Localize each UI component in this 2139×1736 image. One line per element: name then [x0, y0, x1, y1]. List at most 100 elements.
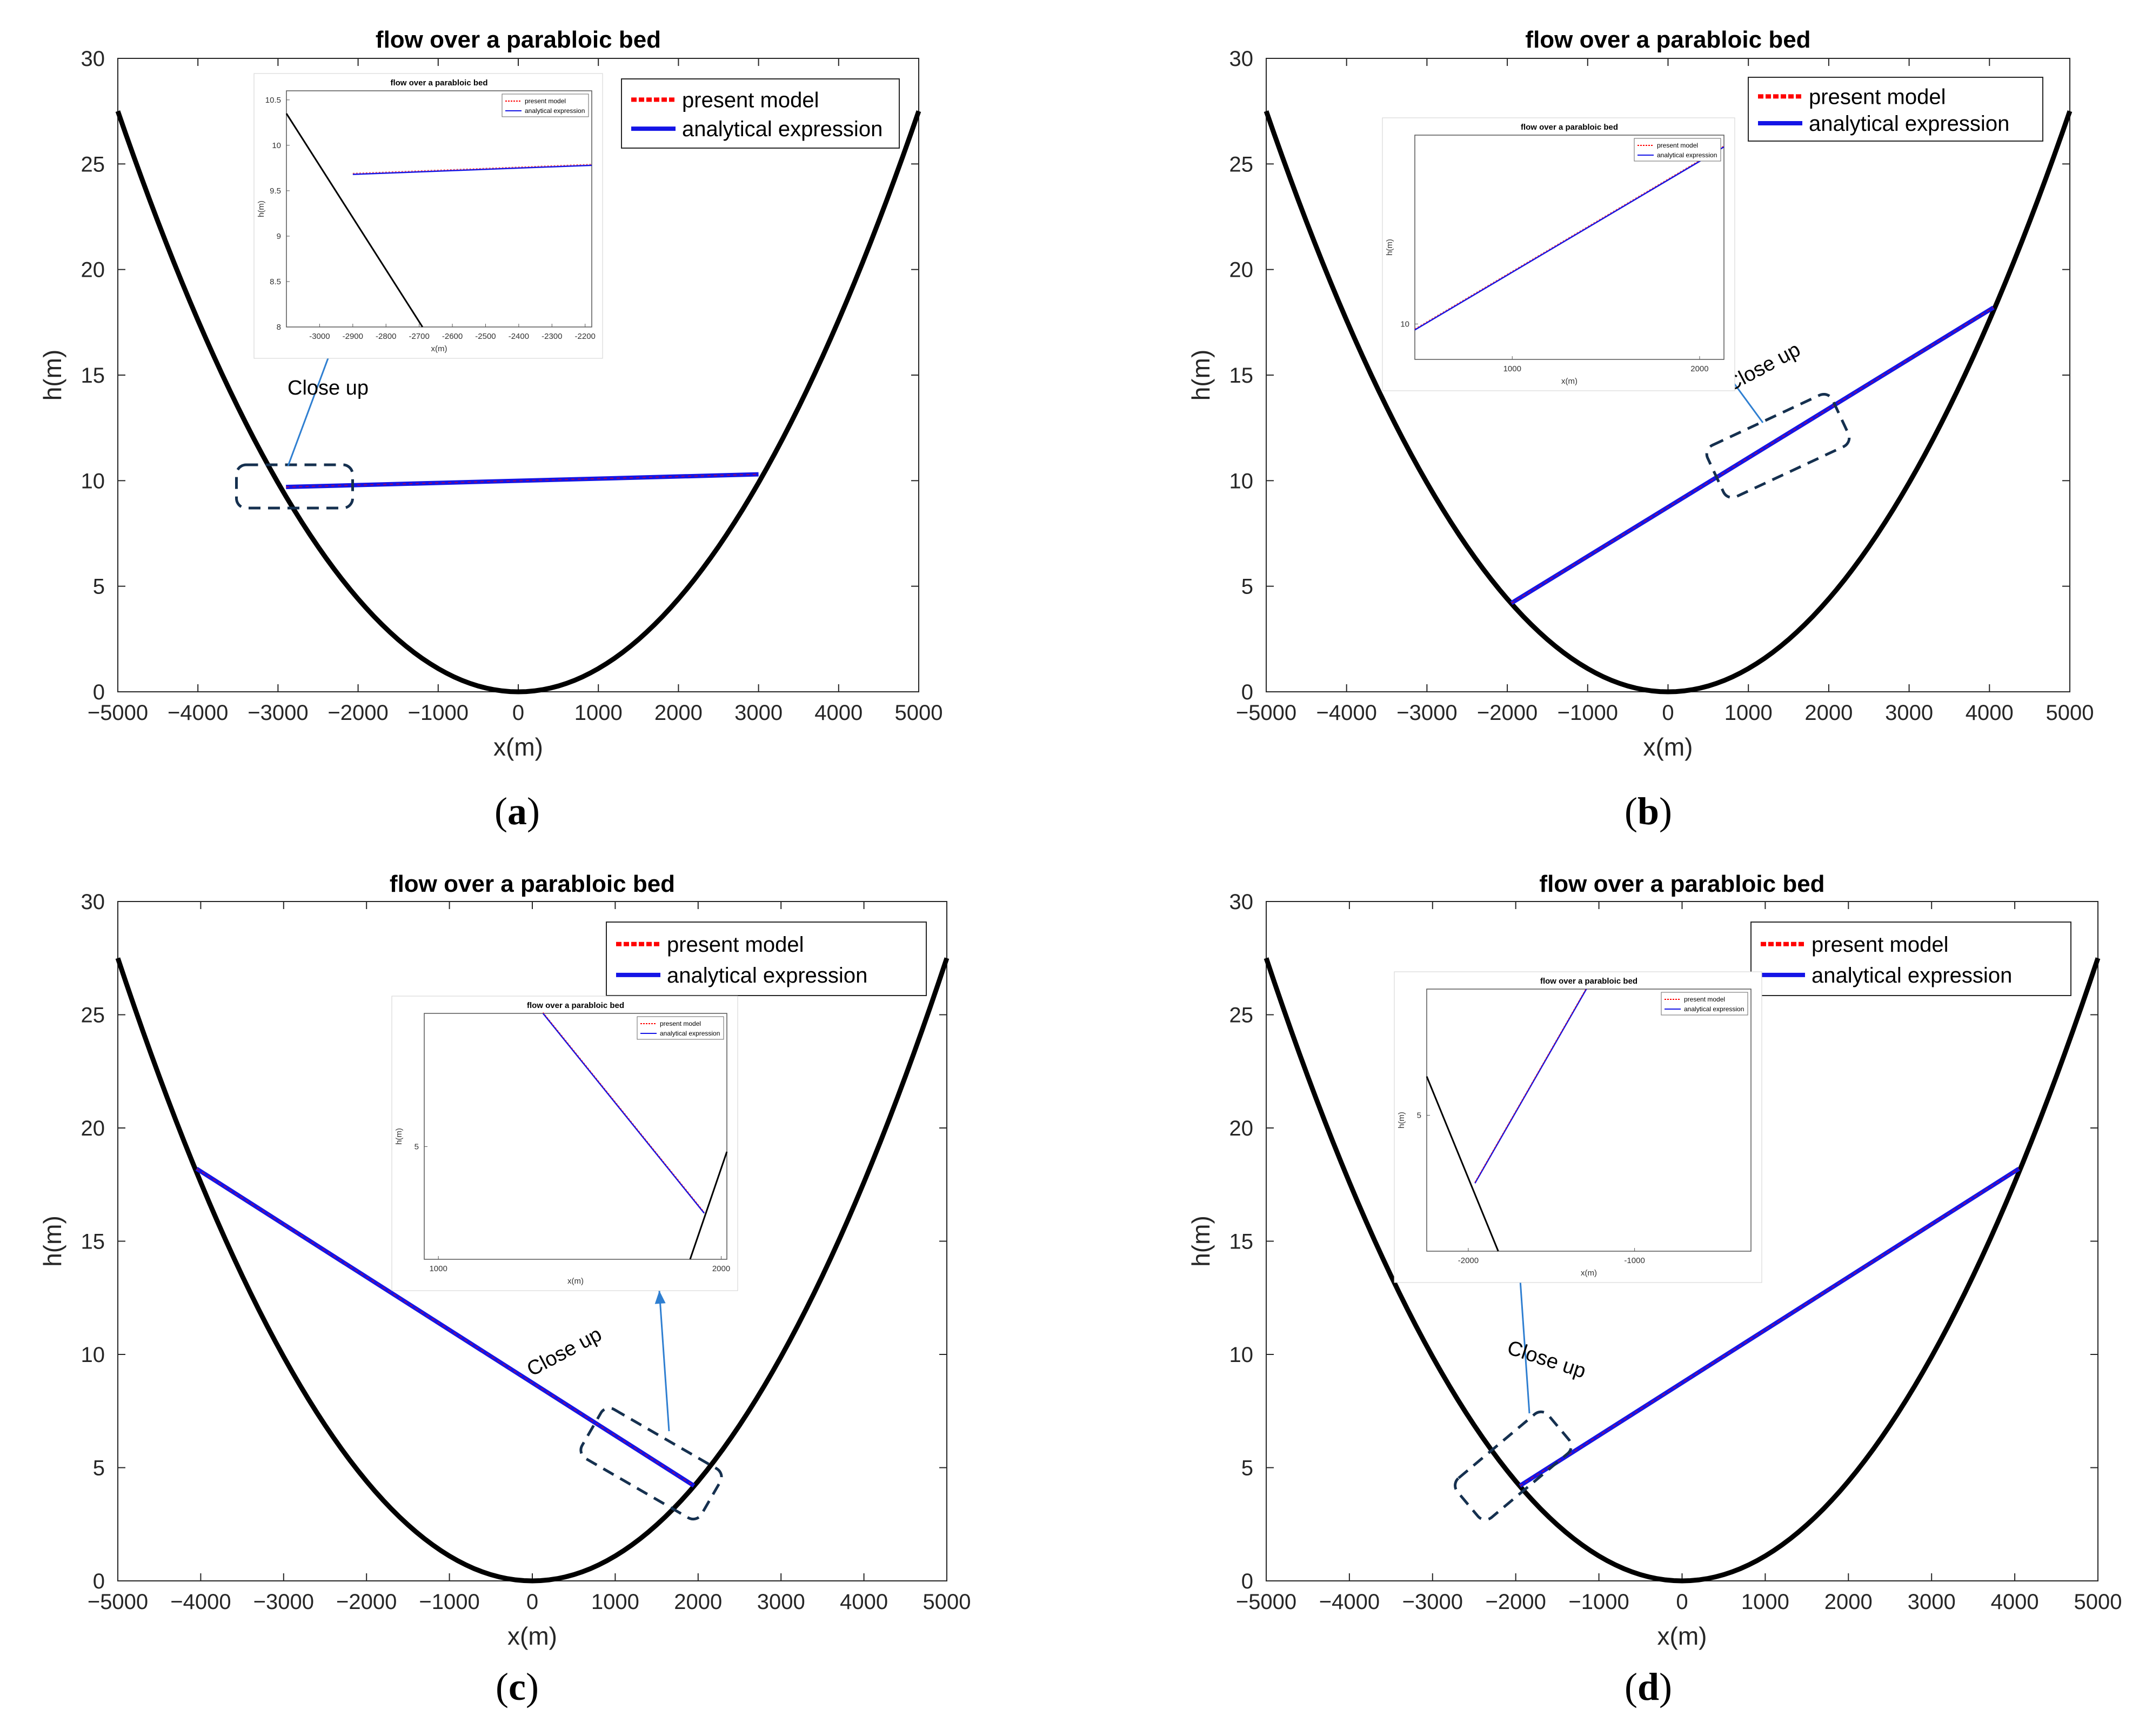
- y-tick-label: 15: [81, 364, 105, 388]
- inset-title: flow over a parabloic bed: [1540, 977, 1637, 986]
- inset-plot: flow over a parabloic bed 1000 2000 5 x(m) h(…: [391, 996, 738, 1291]
- x-tick-label: −3000: [1402, 1590, 1463, 1614]
- y-tick-label: 10: [81, 469, 105, 493]
- inset-y-tick-label: 10.5: [265, 96, 281, 105]
- y-axis-label: h(m): [1187, 350, 1215, 401]
- inset-plot: flow over a parabloic bed 1000 2000 10 x(m) h…: [1382, 117, 1735, 391]
- y-tick-label: 10: [1229, 469, 1254, 493]
- y-tick-label: 25: [1229, 1004, 1254, 1027]
- x-tick-label: −5000: [1236, 1590, 1296, 1614]
- chart-title: flow over a parabloic bed: [376, 26, 661, 53]
- caption-b: (b): [1624, 790, 1672, 833]
- x-tick-label: −4000: [1316, 701, 1377, 725]
- inset-y-tick-label: 9: [277, 232, 281, 241]
- y-tick-label: 20: [1229, 1117, 1254, 1140]
- caption-d: (d): [1624, 1665, 1672, 1708]
- closeup-arrow-head: [654, 1291, 666, 1304]
- inset-x-tick-label: -2000: [1458, 1256, 1479, 1265]
- inset-x-tick-label: -2400: [509, 332, 529, 341]
- inset-legend-box: [502, 94, 589, 117]
- x-tick-label: −4000: [168, 701, 228, 725]
- x-tick-label: 0: [1676, 1590, 1688, 1614]
- y-tick-label: 30: [81, 47, 105, 71]
- x-tick-label: 0: [1662, 701, 1674, 725]
- x-tick-label: −3000: [248, 701, 308, 725]
- legend-label-present-model: present model: [682, 88, 819, 112]
- inset-analytical-line: [352, 164, 592, 175]
- x-tick-label: −1000: [1568, 1590, 1629, 1614]
- inset-y-tick-label: 10: [272, 141, 281, 150]
- x-tick-label: 4000: [1991, 1590, 2039, 1614]
- inset-legend-label-present-model: present model: [1684, 996, 1725, 1003]
- legend-box: [621, 78, 900, 149]
- y-tick-label: 15: [81, 1230, 105, 1254]
- inset-legend-box: [1661, 992, 1748, 1016]
- inset-title: flow over a parabloic bed: [1521, 123, 1618, 132]
- y-axis-label: h(m): [38, 1216, 66, 1267]
- x-tick-label: −1000: [408, 701, 469, 725]
- y-tick-label: 30: [1229, 890, 1254, 914]
- x-tick-label: 1000: [1724, 701, 1773, 725]
- inset-y-axis-label: h(m): [257, 201, 266, 217]
- y-tick-label: 30: [1229, 47, 1254, 71]
- y-tick-label: 0: [1241, 1570, 1253, 1593]
- x-axis-label: x(m): [507, 1622, 557, 1650]
- inset-x-tick-label: 1000: [1503, 364, 1521, 373]
- caption-d-letter: d: [1637, 1665, 1660, 1708]
- inset-frame: [1426, 989, 1752, 1252]
- x-tick-label: 5000: [2046, 701, 2094, 725]
- inset-y-axis-label: h(m): [1385, 239, 1394, 256]
- x-tick-label: −4000: [1319, 1590, 1380, 1614]
- panel-d: flow over a parabloic bed −5000 −4000 −3000…: [1187, 871, 2122, 1650]
- inset-y-tick-label: 8.5: [270, 277, 281, 286]
- x-tick-label: −2000: [327, 701, 388, 725]
- bed-curve: [115, 957, 950, 1584]
- caption-b-letter: b: [1637, 790, 1660, 833]
- inset-legend-label-present-model: present model: [525, 97, 566, 105]
- y-tick-label: 25: [81, 152, 105, 176]
- inset-y-tick-label: 5: [415, 1142, 419, 1151]
- legend-label-present-model: present model: [667, 933, 804, 957]
- inset-analytical-line: [1414, 146, 1724, 331]
- y-tick-label: 0: [1241, 680, 1253, 704]
- closeup-dashed-box: [235, 463, 354, 510]
- inset-legend-label-present-model: present model: [1657, 142, 1698, 149]
- inset-legend-label-present-model: present model: [660, 1020, 701, 1027]
- bed-curve: [115, 110, 921, 695]
- inset-present-model-line: [1414, 145, 1724, 330]
- x-tick-label: 5000: [2074, 1590, 2122, 1614]
- x-tick-label: 0: [526, 1590, 538, 1614]
- legend-label-analytical-expression: analytical expression: [667, 964, 867, 987]
- inset-x-tick-label: -1000: [1624, 1256, 1645, 1265]
- panel-b: flow over a parabloic bed −5000 −4000 −3000…: [1187, 26, 2094, 761]
- inset-x-tick-label: -2200: [575, 332, 596, 341]
- inset-title: flow over a parabloic bed: [390, 78, 487, 88]
- x-tick-label: 4000: [840, 1590, 888, 1614]
- legend-box: [1748, 77, 2043, 142]
- y-axis-label: h(m): [1187, 1216, 1215, 1267]
- x-tick-label: −5000: [1236, 701, 1296, 725]
- y-tick-label: 5: [93, 575, 105, 599]
- inset-x-tick-label: 1000: [429, 1264, 447, 1273]
- inset-present-model-line: [352, 164, 592, 174]
- chart-title: flow over a parabloic bed: [1525, 26, 1810, 53]
- y-tick-label: 20: [81, 1117, 105, 1140]
- x-tick-label: 3000: [734, 701, 783, 725]
- x-tick-label: 2000: [654, 701, 703, 725]
- chart-title: flow over a parabloic bed: [1539, 871, 1824, 897]
- x-tick-label: 2000: [1804, 701, 1853, 725]
- x-tick-label: −3000: [1396, 701, 1457, 725]
- inset-frame: [286, 90, 592, 328]
- legend-box: [606, 922, 927, 996]
- x-tick-label: −5000: [88, 1590, 148, 1614]
- x-tick-label: −4000: [170, 1590, 231, 1614]
- inset-x-tick-label: -3000: [309, 332, 330, 341]
- inset-x-axis-label: x(m): [1561, 377, 1577, 386]
- inset-y-axis-label: h(m): [1397, 1112, 1406, 1129]
- y-axis-label: h(m): [38, 350, 66, 401]
- series-present-model: [1519, 1168, 2020, 1486]
- closeup-dashed-box: [579, 1406, 723, 1521]
- panel-a: flow over a parabloic bed −5000 −4000 −3000…: [38, 26, 943, 761]
- x-tick-label: 3000: [1885, 701, 1933, 725]
- series-analytical-expression: [1510, 305, 1995, 605]
